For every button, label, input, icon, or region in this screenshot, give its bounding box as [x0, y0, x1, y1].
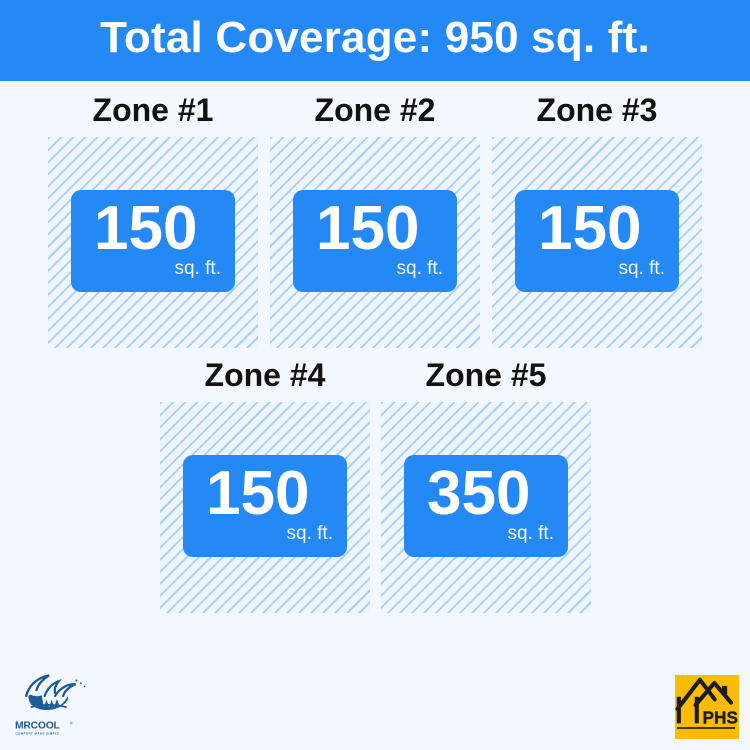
svg-text:MRCOOL: MRCOOL [15, 720, 60, 731]
svg-text:PHS: PHS [703, 708, 739, 728]
svg-text:COMFORT MADE SIMPLE: COMFORT MADE SIMPLE [15, 731, 59, 735]
svg-text:®: ® [70, 721, 73, 725]
